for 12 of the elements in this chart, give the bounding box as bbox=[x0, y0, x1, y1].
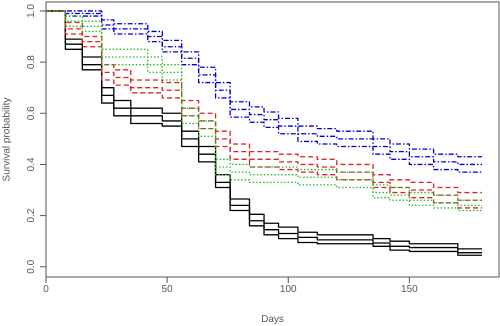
y-tick-label: 0.8 bbox=[26, 54, 37, 70]
y-tick-label: 0.6 bbox=[26, 106, 37, 120]
y-tick-label: 0.0 bbox=[26, 259, 37, 274]
y-tick-label: 0.4 bbox=[26, 157, 37, 172]
y-tick-label: 1.0 bbox=[26, 4, 37, 18]
x-tick-label: 100 bbox=[280, 284, 298, 296]
y-tick-label: 0.2 bbox=[26, 208, 37, 223]
x-tick-label: 0 bbox=[43, 284, 50, 296]
y-axis-title: Survival probability bbox=[2, 98, 13, 182]
x-axis-title: Days bbox=[261, 314, 284, 325]
x-tick-label: 50 bbox=[162, 284, 174, 296]
x-tick-label: 150 bbox=[401, 284, 418, 296]
